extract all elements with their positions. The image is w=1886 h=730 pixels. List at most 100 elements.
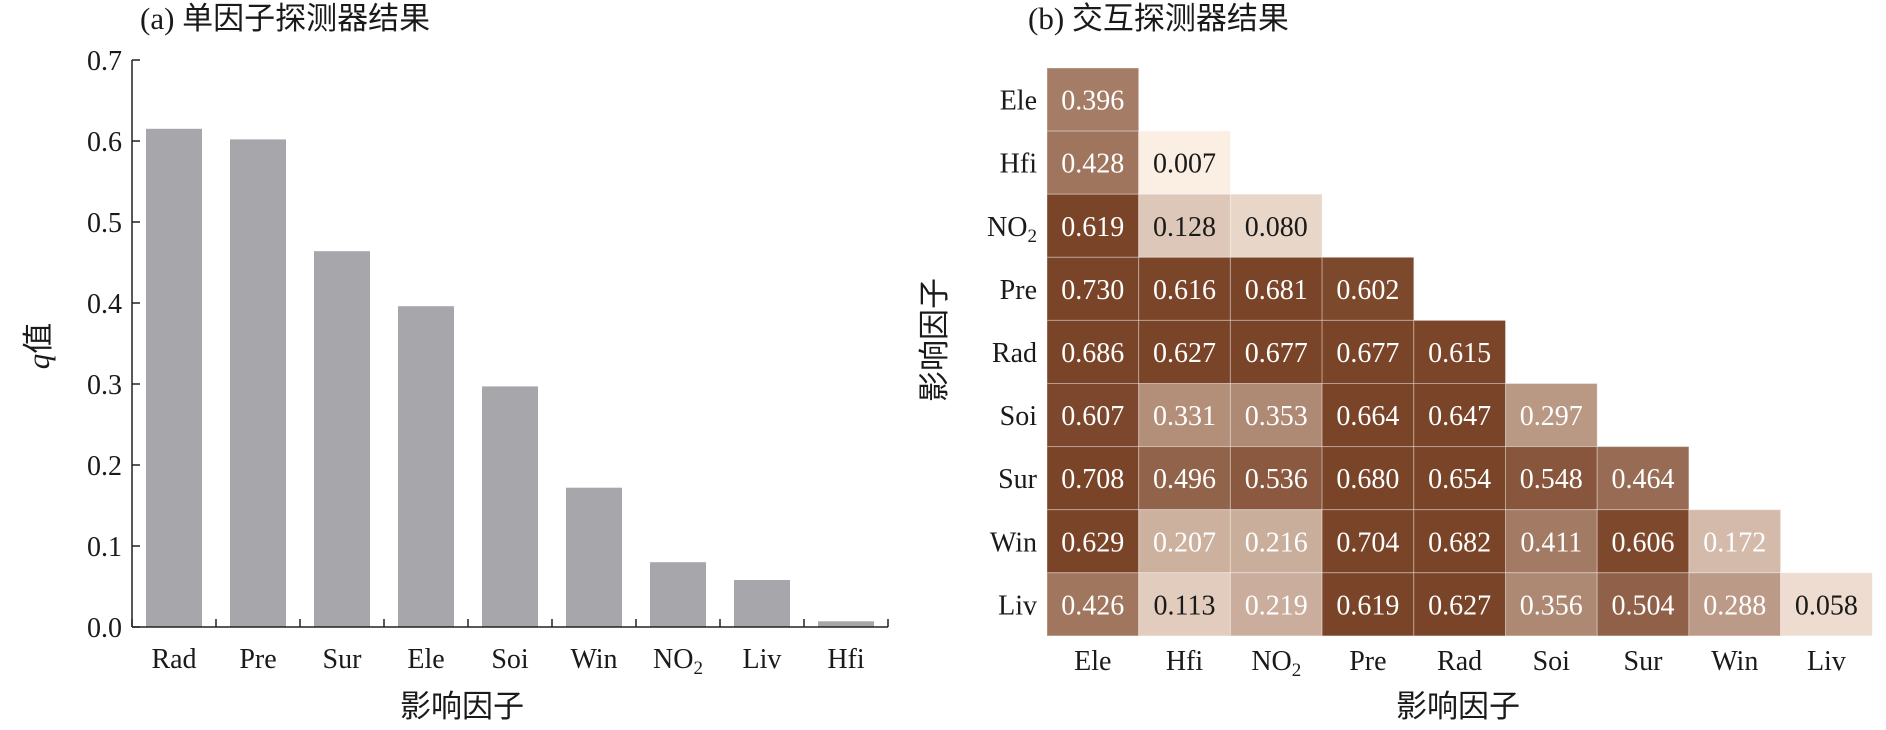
heatmap-cell bbox=[1229, 383, 1323, 448]
heatmap-cell bbox=[1596, 572, 1690, 637]
heatmap-cell bbox=[1780, 572, 1873, 637]
heatmap-cell bbox=[1413, 572, 1507, 637]
y-tick-label: 0.2 bbox=[87, 451, 122, 482]
heatmap-cell bbox=[1321, 383, 1415, 448]
y-tick-label: 0.4 bbox=[87, 289, 122, 320]
heatmap-row-label-ele: Ele bbox=[1000, 86, 1037, 117]
heatmap-row-label-sur: Sur bbox=[998, 464, 1038, 495]
heatmap-y-axis-title: 影响因子 bbox=[917, 278, 952, 402]
heatmap-cell bbox=[1229, 256, 1323, 321]
heatmap-cell bbox=[1321, 572, 1415, 637]
x-tick-label-ele: Ele bbox=[407, 644, 444, 675]
heatmap-cell-value: 0.172 bbox=[1703, 527, 1766, 558]
bar-chart-axes bbox=[131, 60, 888, 628]
heatmap-column-labels: Ele Hfi NO2 Pre Rad Soi Sur Win Liv bbox=[1074, 646, 1846, 681]
heatmap-cell bbox=[1596, 509, 1690, 574]
heatmap-x-axis-title: 影响因子 bbox=[1396, 689, 1520, 724]
heatmap-cell bbox=[1138, 193, 1231, 258]
bar-chart-x-axis-title: 影响因子 bbox=[400, 689, 524, 724]
heatmap-column-label-soi: Soi bbox=[1533, 646, 1571, 677]
heatmap-cell-value: 0.216 bbox=[1245, 527, 1308, 558]
heatmap-cell bbox=[1138, 319, 1231, 384]
heatmap-cell bbox=[1413, 446, 1507, 511]
heatmap-cell bbox=[1229, 572, 1323, 637]
heatmap-title: (b) 交互探测器结果 bbox=[1028, 1, 1289, 36]
heatmap-cell bbox=[1505, 572, 1598, 637]
heatmap-row-label-hfi: Hfi bbox=[1000, 149, 1038, 180]
heatmap-cell-value: 0.428 bbox=[1061, 149, 1124, 180]
heatmap-cell-value: 0.536 bbox=[1245, 464, 1308, 495]
heatmap-cell bbox=[1596, 446, 1690, 511]
heatmap-row-labels: Ele Hfi NO2 Pre Rad Soi Sur Win Liv bbox=[987, 86, 1038, 622]
heatmap-cell-value: 0.007 bbox=[1153, 149, 1216, 180]
heatmap-cell-value: 0.331 bbox=[1153, 401, 1216, 432]
x-tick-label-pre: Pre bbox=[239, 644, 276, 675]
heatmap-cell-value: 0.113 bbox=[1154, 590, 1216, 621]
heatmap-cell bbox=[1138, 572, 1231, 637]
heatmap-cell-value: 0.464 bbox=[1612, 464, 1675, 495]
heatmap-cell-value: 0.704 bbox=[1336, 527, 1399, 558]
heatmap-cell-value: 0.396 bbox=[1061, 86, 1124, 117]
heatmap-cell-value: 0.681 bbox=[1245, 275, 1308, 306]
heatmap-cell bbox=[1321, 509, 1415, 574]
heatmap-cell bbox=[1229, 193, 1323, 258]
heatmap-cell bbox=[1688, 509, 1782, 574]
heatmap-cell bbox=[1413, 509, 1507, 574]
heatmap-cell bbox=[1138, 130, 1231, 195]
heatmap-cell-value: 0.548 bbox=[1520, 464, 1583, 495]
bar-pre bbox=[230, 139, 286, 627]
bar-hfi bbox=[818, 621, 874, 627]
heatmap-cell bbox=[1046, 319, 1140, 384]
heatmap-cell-value: 0.708 bbox=[1061, 464, 1124, 495]
x-tick-label-hfi: Hfi bbox=[827, 644, 865, 675]
heatmap-cell-value: 0.627 bbox=[1428, 590, 1491, 621]
heatmap-cell-value: 0.297 bbox=[1520, 401, 1583, 432]
y-tick-label: 0.7 bbox=[87, 46, 122, 77]
y-tick-label: 0.0 bbox=[87, 613, 122, 644]
heatmap-cell bbox=[1046, 383, 1140, 448]
heatmap-cell-value: 0.682 bbox=[1428, 527, 1491, 558]
bar-chart-bars bbox=[146, 128, 874, 628]
heatmap-cell bbox=[1138, 509, 1231, 574]
heatmap-cell bbox=[1321, 446, 1415, 511]
heatmap-cell bbox=[1413, 319, 1507, 384]
heatmap-cell-value: 0.356 bbox=[1520, 590, 1583, 621]
heatmap-panel: (b) 交互探测器结果 影响因子 影响因子 0.396 0.428 0.007 0.6… bbox=[917, 1, 1873, 724]
heatmap-cell-value: 0.615 bbox=[1428, 338, 1491, 369]
heatmap-cell bbox=[1046, 193, 1140, 258]
heatmap-cell-value: 0.664 bbox=[1336, 401, 1399, 432]
bar-chart-x-ticks: Rad Pre Sur Ele Soi Win NO2 Liv Hfi bbox=[131, 619, 889, 679]
heatmap-cell bbox=[1229, 319, 1323, 384]
heatmap-column-label-liv: Liv bbox=[1807, 646, 1846, 677]
heatmap-row-label-pre: Pre bbox=[1000, 275, 1037, 306]
heatmap-row-label-rad: Rad bbox=[992, 338, 1037, 369]
heatmap-cell-value: 0.058 bbox=[1795, 590, 1858, 621]
heatmap-cell bbox=[1046, 256, 1140, 321]
heatmap-cell-value: 0.411 bbox=[1520, 527, 1582, 558]
heatmap-cell-value: 0.219 bbox=[1245, 590, 1308, 621]
heatmap-row-label-no2: NO2 bbox=[987, 212, 1037, 247]
heatmap-cell-value: 0.607 bbox=[1061, 401, 1124, 432]
heatmap-cells: 0.396 0.428 0.007 0.619 0.128 0.080 0.730 0.616… bbox=[1046, 67, 1873, 637]
y-tick-label: 0.5 bbox=[87, 208, 122, 239]
y-tick-label: 0.3 bbox=[87, 370, 122, 401]
heatmap-cell bbox=[1505, 509, 1598, 574]
heatmap-cell bbox=[1046, 67, 1140, 132]
x-tick-label-soi: Soi bbox=[491, 644, 529, 675]
heatmap-cell bbox=[1046, 509, 1140, 574]
bar-chart-title: (a) 单因子探测器结果 bbox=[140, 1, 430, 36]
heatmap-row-label-soi: Soi bbox=[1000, 401, 1038, 432]
heatmap-cell-value: 0.288 bbox=[1703, 590, 1766, 621]
x-tick-label-rad: Rad bbox=[151, 644, 196, 675]
heatmap-cell-value: 0.677 bbox=[1245, 338, 1308, 369]
heatmap-cell-value: 0.353 bbox=[1245, 401, 1308, 432]
heatmap-cell-value: 0.619 bbox=[1336, 590, 1399, 621]
heatmap-column-label-rad: Rad bbox=[1437, 646, 1482, 677]
heatmap-cell-value: 0.686 bbox=[1061, 338, 1124, 369]
bar-rad bbox=[146, 128, 202, 628]
heatmap-cell bbox=[1046, 130, 1140, 195]
heatmap-cell bbox=[1046, 572, 1140, 637]
heatmap-column-label-win: Win bbox=[1711, 646, 1758, 677]
heatmap-cell bbox=[1688, 572, 1782, 637]
